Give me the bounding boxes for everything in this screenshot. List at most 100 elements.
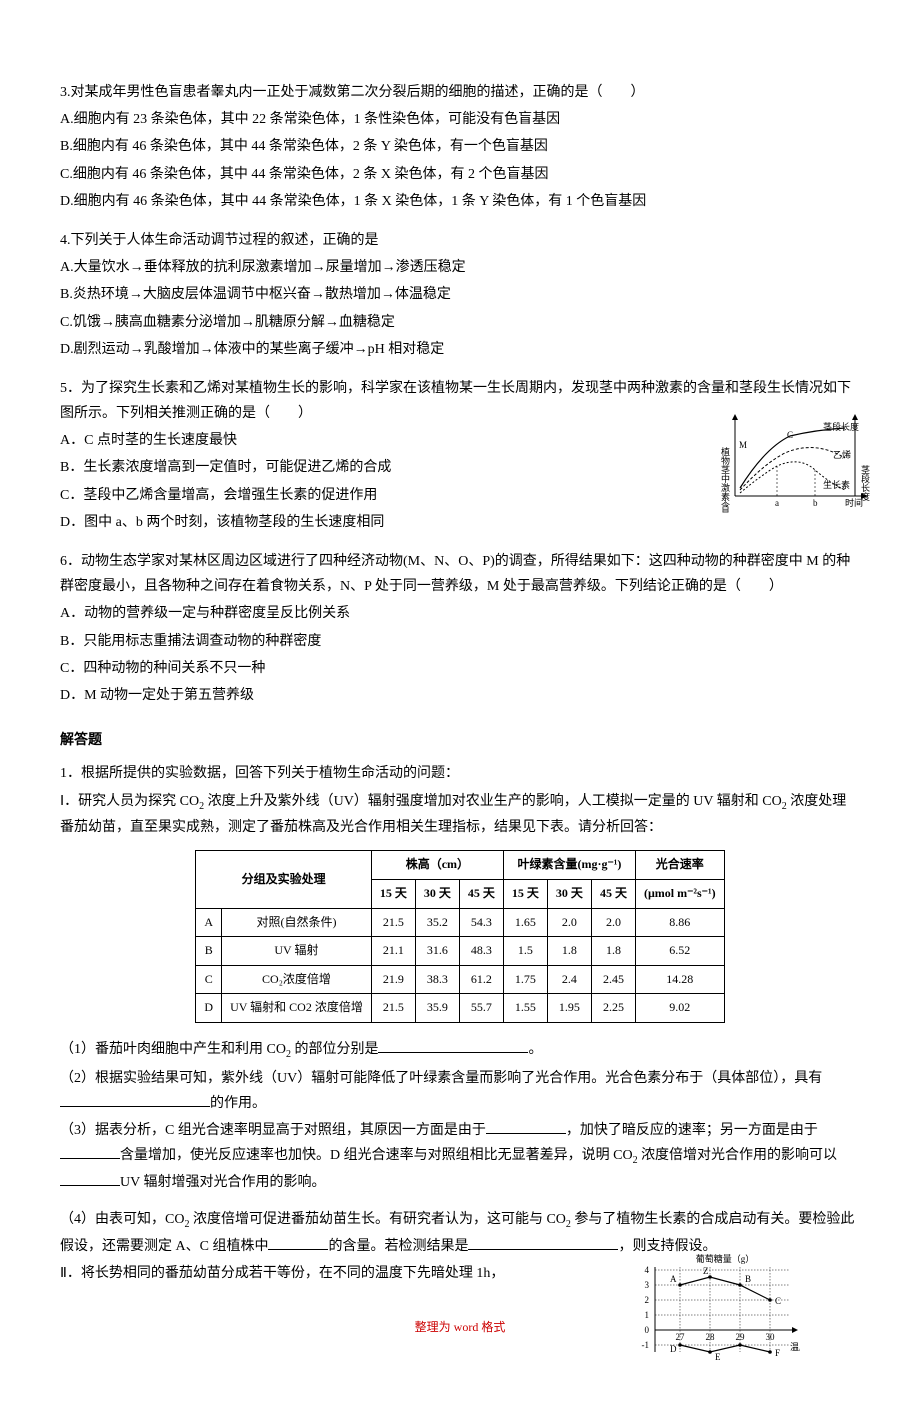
cell: 9.02 xyxy=(635,994,724,1023)
question-4: 4.下列关于人体生命活动调节过程的叙述，正确的是 A.大量饮水→垂体释放的抗利尿… xyxy=(60,228,860,362)
q4-option-d: D.剧烈运动→乳酸增加→体液中的某些离子缓冲→pH 相对稳定 xyxy=(60,337,860,362)
cell: B xyxy=(196,937,222,966)
svg-text:28: 28 xyxy=(706,1332,716,1342)
th-height: 株高（cm） xyxy=(371,851,503,880)
cell: 31.6 xyxy=(415,937,459,966)
svg-text:乙烯: 乙烯 xyxy=(833,449,851,460)
aq1-p1: Ⅰ．研究人员为探究 CO2 浓度上升及紫外线（UV）辐射强度增加对农业生产的影响… xyxy=(60,789,860,841)
cell: 48.3 xyxy=(459,937,503,966)
cell: 35.2 xyxy=(415,908,459,937)
svg-text:温度/℃: 温度/℃ xyxy=(790,1341,800,1352)
th-d5: 30 天 xyxy=(547,880,591,909)
cell: C xyxy=(196,965,222,994)
table-row: A 对照(自然条件) 21.5 35.2 54.3 1.65 2.0 2.0 8… xyxy=(196,908,724,937)
cell: 1.65 xyxy=(503,908,547,937)
glucose-temperature-graph: 葡萄糖量（g） 4 3 2 1 0 -1 27 28 29 30 温度/℃ AZ… xyxy=(625,1252,800,1362)
cell: 21.5 xyxy=(371,908,415,937)
aq1-sub1: （1）番茄叶肉细胞中产生和利用 CO2 的部位分别是。 xyxy=(60,1037,860,1064)
th-chl: 叶绿素含量(mg·g⁻¹) xyxy=(503,851,635,880)
th-rate: 光合速率 xyxy=(635,851,724,880)
text: （3）据表分析，C 组光合速率明显高于对照组，其原因一方面是由于 xyxy=(60,1123,486,1138)
q6-option-c: C．四种动物的种间关系不只一种 xyxy=(60,656,860,681)
text: 的作用。 xyxy=(210,1096,266,1111)
cell: 1.8 xyxy=(591,937,635,966)
cell: 2.25 xyxy=(591,994,635,1023)
svg-text:A: A xyxy=(670,1274,677,1284)
cell: 35.9 xyxy=(415,994,459,1023)
cell: 61.2 xyxy=(459,965,503,994)
answer-section-title: 解答题 xyxy=(60,728,860,753)
q3-option-c: C.细胞内有 46 条染色体，其中 44 条常染色体，2 条 X 染色体，有 2… xyxy=(60,162,860,187)
svg-text:茎段长度: 茎段长度 xyxy=(860,464,870,502)
q3-option-a: A.细胞内有 23 条染色体，其中 22 条常染色体，1 条性染色体，可能没有色… xyxy=(60,107,860,132)
svg-text:0: 0 xyxy=(645,1325,650,1335)
th-d2: 30 天 xyxy=(415,880,459,909)
svg-text:b: b xyxy=(813,498,818,508)
cell: A xyxy=(196,908,222,937)
table-row: C CO₂浓度倍增 21.9 38.3 61.2 1.75 2.4 2.45 1… xyxy=(196,965,724,994)
svg-text:-1: -1 xyxy=(642,1340,650,1350)
svg-text:C: C xyxy=(787,430,793,440)
q4-option-c: C.饥饿→胰高血糖素分泌增加→肌糖原分解→血糖稳定 xyxy=(60,310,860,335)
th-d4: 15 天 xyxy=(503,880,547,909)
question-3: 3.对某成年男性色盲患者睾丸内一正处于减数第二次分裂后期的细胞的描述，正确的是（… xyxy=(60,80,860,214)
q6-option-d: D．M 动物一定处于第五营养级 xyxy=(60,683,860,708)
cell: 1.95 xyxy=(547,994,591,1023)
q6-option-a: A．动物的营养级一定与种群密度呈反比例关系 xyxy=(60,601,860,626)
cell: 1.8 xyxy=(547,937,591,966)
text: 浓度倍增对光合作用的影响可以 xyxy=(638,1148,838,1163)
cell: UV 辐射 xyxy=(222,937,372,966)
svg-text:4: 4 xyxy=(645,1265,650,1275)
svg-text:1: 1 xyxy=(645,1310,650,1320)
svg-text:M: M xyxy=(739,440,747,450)
aq1-stem: 1．根据所提供的实验数据，回答下列关于植物生命活动的问题： xyxy=(60,761,860,786)
cell: D xyxy=(196,994,222,1023)
svg-text:3: 3 xyxy=(645,1280,650,1290)
cell: 2.0 xyxy=(591,908,635,937)
cell: 21.5 xyxy=(371,994,415,1023)
cell: 1.55 xyxy=(503,994,547,1023)
aq1-p1b: 浓度上升及紫外线（UV）辐射强度增加对农业生产的影响，人工模拟一定量的 UV 辐… xyxy=(204,794,782,809)
text: UV 辐射增强对光合作用的影响。 xyxy=(120,1175,325,1190)
svg-text:Z: Z xyxy=(703,1266,709,1276)
th-d1: 15 天 xyxy=(371,880,415,909)
svg-text:E: E xyxy=(715,1352,721,1362)
cell: 8.86 xyxy=(635,908,724,937)
q3-option-b: B.细胞内有 46 条染色体，其中 44 条常染色体，2 条 Y 染色体，有一个… xyxy=(60,134,860,159)
cell: 6.52 xyxy=(635,937,724,966)
cell: 21.1 xyxy=(371,937,415,966)
text: （4）由表可知，CO xyxy=(60,1212,184,1227)
svg-text:D: D xyxy=(670,1344,677,1354)
svg-text:C: C xyxy=(775,1296,781,1306)
cell: 2.0 xyxy=(547,908,591,937)
blank xyxy=(378,1039,528,1053)
text: （2）根据实验结果可知，紫外线（UV）辐射可能降低了叶绿素含量而影响了光合作用。… xyxy=(60,1071,822,1086)
svg-text:葡萄糖量（g）: 葡萄糖量（g） xyxy=(696,1253,755,1264)
aq1-sub3: （3）据表分析，C 组光合速率明显高于对照组，其原因一方面是由于，加快了暗反应的… xyxy=(60,1118,860,1195)
cell: 55.7 xyxy=(459,994,503,1023)
svg-text:B: B xyxy=(745,1274,751,1284)
blank xyxy=(468,1236,618,1250)
cell: 1.5 xyxy=(503,937,547,966)
blank xyxy=(60,1145,120,1159)
text: 含量增加，使光反应速率也加快。D 组光合速率与对照组相比无显著差异，说明 CO xyxy=(120,1148,633,1163)
cell: 38.3 xyxy=(415,965,459,994)
svg-text:30: 30 xyxy=(766,1332,776,1342)
text: （1）番茄叶肉细胞中产生和利用 CO xyxy=(60,1042,286,1057)
svg-text:a: a xyxy=(775,498,779,508)
q3-option-d: D.细胞内有 46 条染色体，其中 44 条常染色体，1 条 X 染色体，1 条… xyxy=(60,189,860,214)
q4-option-a: A.大量饮水→垂体释放的抗利尿激素增加→尿量增加→渗透压稳定 xyxy=(60,255,860,280)
svg-text:生长素: 生长素 xyxy=(823,479,850,490)
text: 的含量。若检测结果是 xyxy=(328,1239,468,1254)
th-group: 分组及实验处理 xyxy=(196,851,371,908)
table-row: B UV 辐射 21.1 31.6 48.3 1.5 1.8 1.8 6.52 xyxy=(196,937,724,966)
cell: 1.75 xyxy=(503,965,547,994)
blank xyxy=(486,1120,566,1134)
blank xyxy=(268,1236,328,1250)
q4-option-b: B.炎热环境→大脑皮层体温调节中枢兴奋→散热增加→体温稳定 xyxy=(60,282,860,307)
svg-text:植物茎中激素含量: 植物茎中激素含量 xyxy=(720,446,730,513)
question-5: 5．为了探究生长素和乙烯对某植物生长的影响，科学家在该植物某一生长周期内，发现茎… xyxy=(60,376,860,535)
cell: 对照(自然条件) xyxy=(222,908,372,937)
text: 。 xyxy=(528,1042,542,1057)
th-d3: 45 天 xyxy=(459,880,503,909)
